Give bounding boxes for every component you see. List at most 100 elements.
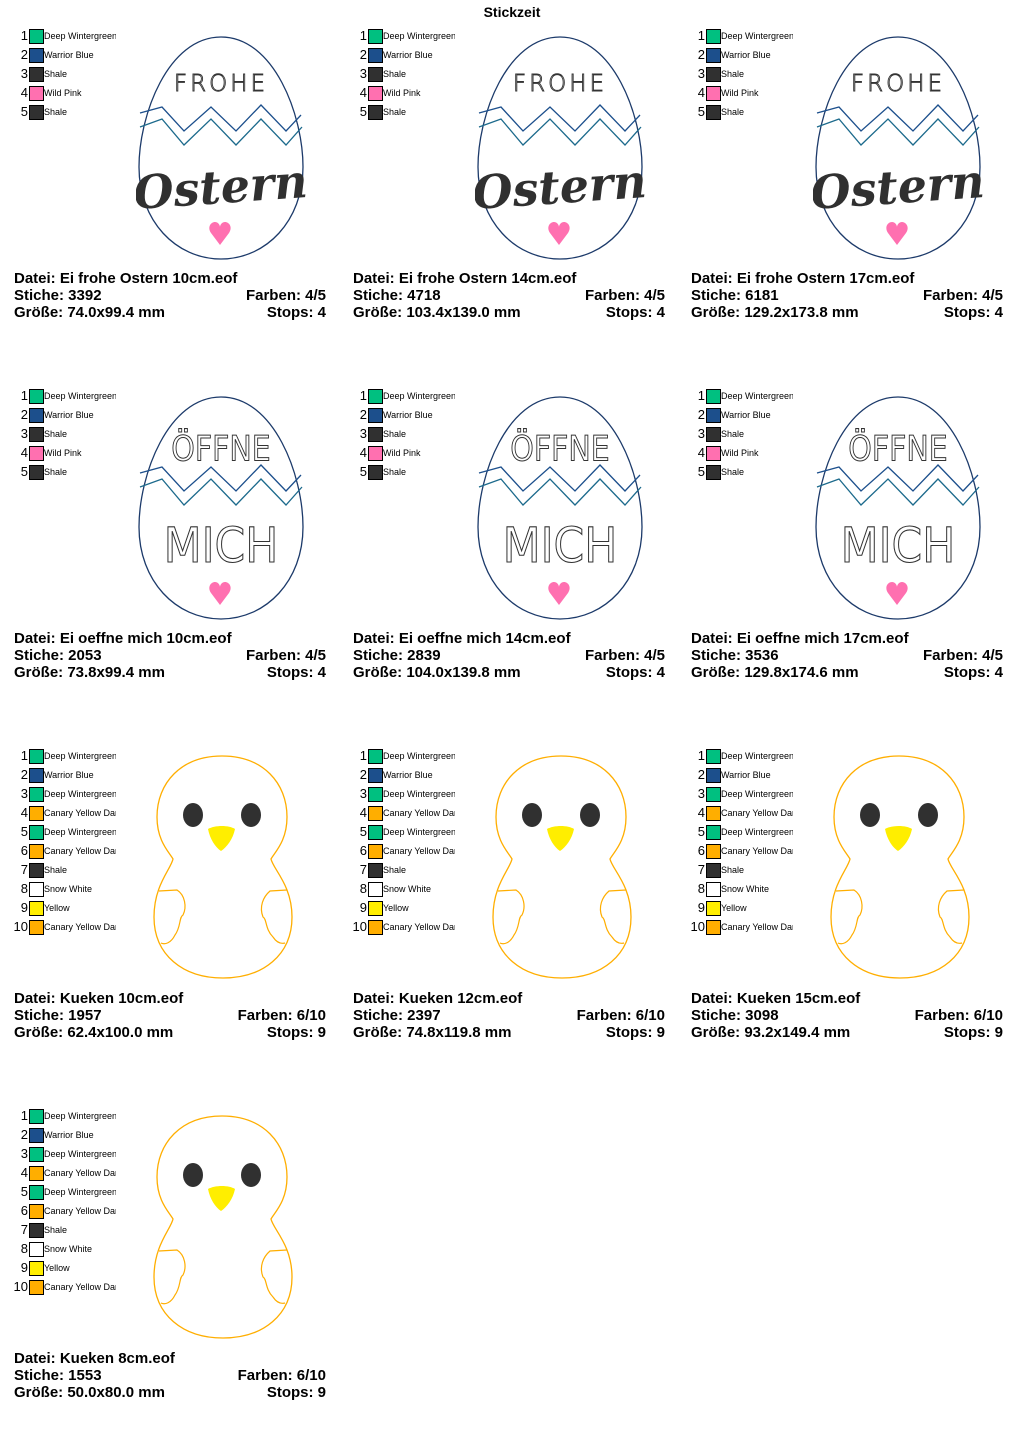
design-info: Datei: Ei frohe Ostern 10cm.eof Stiche: …	[14, 270, 326, 321]
egg-design-preview: FROHE Ostern	[809, 35, 986, 266]
art-text-bottom: MICH	[841, 517, 956, 574]
color-list-item: 9 Yellow	[14, 900, 124, 919]
color-list-item: 1 Deep Wintergreen	[691, 748, 801, 767]
color-list-item: 8 Snow White	[14, 881, 124, 900]
color-list-item: 8 Snow White	[353, 881, 463, 900]
color-list-item: 10 Canary Yellow Dark	[14, 1279, 124, 1298]
color-name: Wild Pink	[383, 88, 421, 98]
color-list-item: 4 Canary Yellow Dark	[353, 805, 463, 824]
color-number: 4	[359, 85, 367, 100]
color-name: Canary Yellow Dark	[44, 1282, 116, 1292]
color-name: Shale	[721, 107, 745, 117]
color-swatch	[29, 806, 44, 821]
color-name: Snow White	[44, 884, 93, 894]
heart-icon	[209, 222, 231, 245]
left-eye	[183, 1163, 203, 1187]
color-swatch	[29, 1109, 44, 1124]
color-list-item: 1 Deep Wintergreen	[14, 748, 124, 767]
color-list-item: 7 Shale	[14, 1222, 124, 1241]
zigzag-line	[139, 118, 303, 146]
color-name: Wild Pink	[721, 448, 759, 458]
color-list: 1 Deep Wintergreen 2 Warrior Blue 3 Deep…	[14, 1108, 124, 1298]
color-number: 3	[20, 786, 28, 801]
color-number: 2	[20, 1127, 28, 1142]
egg-design-preview: ÖFFNE MICH	[475, 395, 645, 626]
color-number: 5	[20, 1184, 28, 1199]
color-list-item: 2 Warrior Blue	[353, 767, 463, 786]
color-name: Canary Yellow Dark	[721, 846, 793, 856]
color-number: 9	[697, 900, 705, 915]
color-swatch	[368, 901, 383, 916]
color-number: 2	[20, 767, 28, 782]
color-number: 6	[20, 1203, 28, 1218]
color-list-item: 2 Warrior Blue	[14, 47, 124, 66]
design-card: 1 Deep Wintergreen 2 Warrior Blue 3 Deep…	[14, 1108, 326, 1438]
stitch-count: Stiche: 3536	[691, 647, 779, 664]
color-name: Deep Wintergreen	[44, 751, 116, 761]
color-swatch	[368, 844, 383, 859]
color-list-item: 3 Shale	[14, 66, 124, 85]
chick-design-preview	[830, 755, 972, 986]
color-list-item: 4 Canary Yellow Dark	[691, 805, 801, 824]
color-swatch	[368, 768, 383, 783]
color-swatch	[29, 1185, 44, 1200]
beak	[208, 826, 235, 851]
stitch-count: Stiche: 4718	[353, 287, 441, 304]
file-name: Datei: Kueken 8cm.eof	[14, 1350, 175, 1367]
left-eye	[860, 803, 880, 827]
color-list-item: 5 Shale	[353, 464, 463, 483]
color-number: 5	[359, 824, 367, 839]
color-swatch	[29, 825, 44, 840]
stop-count: Stops: 4	[605, 304, 665, 321]
color-number: 7	[697, 862, 705, 877]
art-text-bottom: Ostern	[136, 154, 306, 220]
color-number: 1	[20, 1108, 28, 1123]
color-swatch	[29, 787, 44, 802]
design-card: 1 Deep Wintergreen 2 Warrior Blue 3 Deep…	[691, 748, 1003, 1078]
color-name: Deep Wintergreen	[721, 789, 793, 799]
heart-icon	[886, 582, 908, 605]
left-wing	[158, 889, 186, 945]
color-number: 5	[697, 104, 705, 119]
right-eye	[241, 1163, 261, 1187]
color-count: Farben: 4/5	[245, 287, 326, 304]
color-list-item: 1 Deep Wintergreen	[691, 28, 801, 47]
color-number: 6	[359, 843, 367, 858]
color-number: 7	[20, 1222, 28, 1237]
color-name: Canary Yellow Dark	[44, 846, 116, 856]
color-swatch	[368, 863, 383, 878]
color-number: 4	[20, 1165, 28, 1180]
color-number: 4	[359, 805, 367, 820]
design-card: 1 Deep Wintergreen 2 Warrior Blue 3 Shal…	[353, 388, 665, 718]
color-swatch	[29, 67, 44, 82]
color-list-item: 4 Wild Pink	[691, 85, 801, 104]
color-swatch	[29, 408, 44, 423]
color-swatch	[29, 882, 44, 897]
color-name: Deep Wintergreen	[44, 31, 116, 41]
file-name: Datei: Kueken 10cm.eof	[14, 990, 184, 1007]
color-swatch	[368, 446, 383, 461]
color-list: 1 Deep Wintergreen 2 Warrior Blue 3 Deep…	[353, 748, 463, 938]
color-number: 8	[20, 881, 28, 896]
zigzag-line	[816, 118, 980, 146]
right-wing	[260, 1249, 288, 1304]
color-number: 3	[697, 426, 705, 441]
color-number: 10	[352, 919, 367, 934]
color-name: Warrior Blue	[383, 770, 433, 780]
design-size: Größe: 93.2x149.4 mm	[691, 1024, 851, 1041]
color-swatch	[706, 86, 721, 101]
color-swatch	[29, 427, 44, 442]
color-number: 2	[359, 407, 367, 422]
zigzag-line	[816, 464, 979, 492]
color-swatch	[706, 446, 721, 461]
chick-design-preview	[153, 755, 295, 986]
stitch-count: Stiche: 2053	[14, 647, 102, 664]
color-swatch	[29, 389, 44, 404]
color-number: 4	[20, 805, 28, 820]
color-number: 1	[20, 388, 28, 403]
stitch-count: Stiche: 3392	[14, 287, 102, 304]
color-list-item: 3 Deep Wintergreen	[14, 1146, 124, 1165]
file-name: Datei: Ei frohe Ostern 10cm.eof	[14, 270, 238, 287]
beak	[885, 826, 912, 851]
art-text-top: ÖFFNE	[848, 429, 947, 470]
